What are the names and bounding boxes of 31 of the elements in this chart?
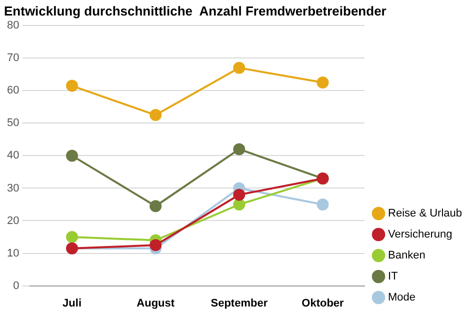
- y-tick-label: 10: [6, 247, 20, 260]
- point: [316, 198, 329, 210]
- x-tick-label: Juli: [62, 297, 82, 310]
- y-tick-label: 0: [13, 280, 20, 292]
- point: [316, 76, 329, 89]
- point: [233, 198, 246, 210]
- x-tick-label: August: [136, 297, 175, 310]
- point: [150, 200, 162, 212]
- point: [150, 109, 162, 122]
- point: [233, 188, 246, 201]
- legend-label: IT: [388, 270, 398, 283]
- y-tick-label: 30: [6, 182, 20, 194]
- point: [233, 62, 246, 74]
- point: [66, 231, 78, 244]
- legend-label: Banken: [388, 250, 426, 262]
- y-tick-label: 60: [6, 84, 20, 97]
- legend-label: Mode: [388, 292, 416, 304]
- legend-label: Versicherung: [388, 228, 452, 241]
- x-tick-label: Oktober: [302, 297, 345, 310]
- point: [233, 143, 246, 156]
- y-tick-label: 50: [6, 117, 20, 130]
- chart-title: Entwicklung durchschnittliche Anzahl Fremdwerbetreibender: [4, 3, 386, 18]
- y-tick-label: 70: [6, 52, 20, 64]
- point: [150, 239, 162, 252]
- y-tick-label: 20: [6, 214, 20, 227]
- x-tick-label: September: [210, 297, 268, 310]
- y-tick-label: 80: [6, 20, 20, 32]
- point: [66, 150, 78, 162]
- legend-label: Reise & Urlaub: [388, 208, 462, 220]
- y-tick-label: 40: [6, 150, 20, 162]
- point: [66, 80, 78, 92]
